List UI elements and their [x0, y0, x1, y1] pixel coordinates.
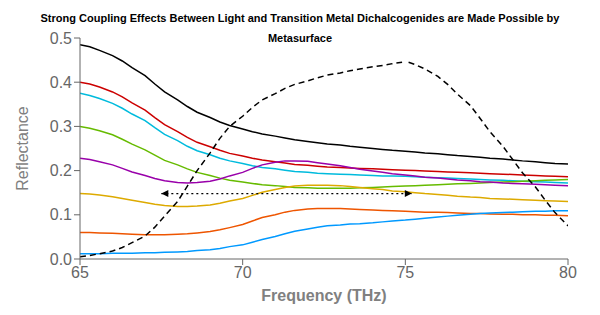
svg-text:0.1: 0.1	[50, 206, 72, 223]
svg-text:0.2: 0.2	[50, 162, 72, 179]
svg-text:0.0: 0.0	[50, 251, 72, 268]
svg-text:65: 65	[71, 264, 89, 281]
svg-text:0.3: 0.3	[50, 118, 72, 135]
svg-text:0.5: 0.5	[50, 30, 72, 47]
svg-text:75: 75	[396, 264, 414, 281]
svg-text:0.4: 0.4	[50, 74, 72, 91]
svg-text:70: 70	[234, 264, 252, 281]
svg-text:80: 80	[559, 264, 577, 281]
svg-text:Frequency (THz): Frequency (THz)	[261, 287, 386, 304]
svg-text:Reflectance: Reflectance	[14, 106, 31, 191]
